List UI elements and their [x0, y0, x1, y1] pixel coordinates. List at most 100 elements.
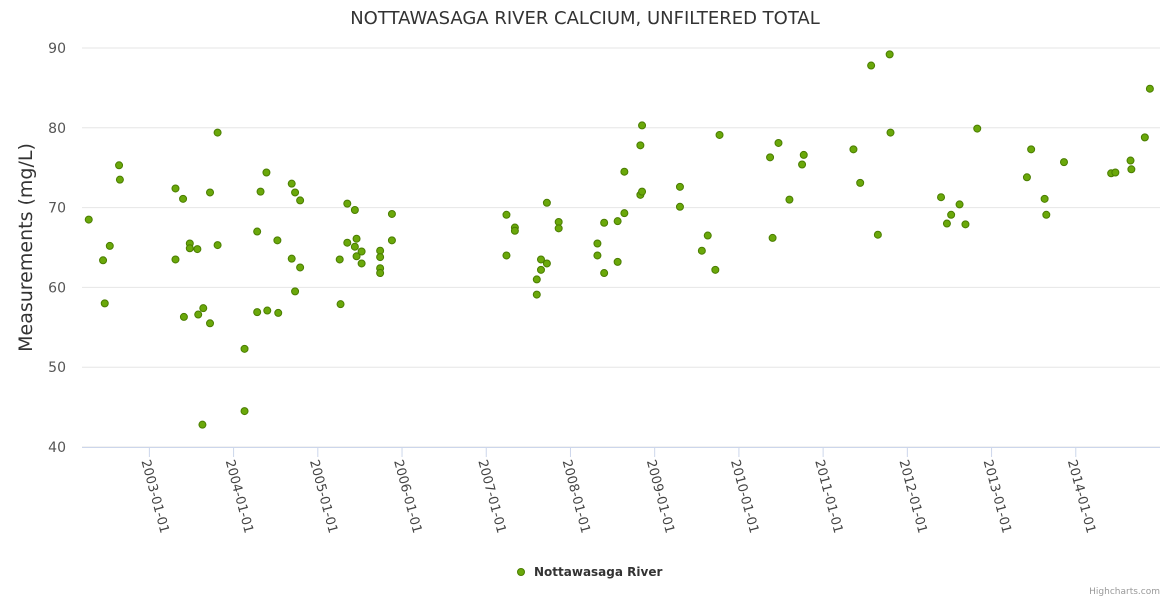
data-point[interactable]: [961, 220, 970, 229]
data-point[interactable]: [873, 230, 882, 239]
data-point[interactable]: [532, 290, 541, 299]
data-point[interactable]: [105, 241, 114, 250]
data-point[interactable]: [291, 287, 300, 296]
data-point[interactable]: [675, 202, 684, 211]
data-point[interactable]: [253, 227, 262, 236]
data-point[interactable]: [885, 50, 894, 59]
data-point[interactable]: [613, 257, 622, 266]
data-point[interactable]: [502, 210, 511, 219]
data-point[interactable]: [352, 234, 361, 243]
data-point[interactable]: [115, 175, 124, 184]
data-point[interactable]: [849, 145, 858, 154]
data-point[interactable]: [638, 121, 647, 130]
data-point[interactable]: [1140, 133, 1149, 142]
data-point[interactable]: [613, 217, 622, 226]
data-point[interactable]: [1022, 173, 1031, 182]
data-point[interactable]: [554, 224, 563, 233]
data-point[interactable]: [785, 195, 794, 204]
data-point[interactable]: [937, 193, 946, 202]
data-point[interactable]: [955, 200, 964, 209]
data-point[interactable]: [240, 344, 249, 353]
data-point[interactable]: [856, 178, 865, 187]
data-point[interactable]: [947, 210, 956, 219]
legend-item-label[interactable]: Nottawasaga River: [534, 565, 662, 579]
legend[interactable]: Nottawasaga River: [517, 565, 663, 579]
data-point[interactable]: [536, 265, 545, 274]
data-point[interactable]: [502, 251, 511, 260]
data-point[interactable]: [600, 269, 609, 278]
data-point[interactable]: [274, 308, 283, 317]
data-point[interactable]: [206, 319, 215, 328]
data-point[interactable]: [593, 251, 602, 260]
data-point[interactable]: [291, 188, 300, 197]
data-point[interactable]: [376, 253, 385, 262]
data-point[interactable]: [1145, 84, 1154, 93]
data-point[interactable]: [620, 167, 629, 176]
data-point[interactable]: [703, 231, 712, 240]
data-point[interactable]: [1127, 165, 1136, 174]
data-point[interactable]: [1059, 158, 1068, 167]
data-point[interactable]: [357, 259, 366, 268]
data-point[interactable]: [171, 255, 180, 264]
data-point[interactable]: [100, 299, 109, 308]
data-point[interactable]: [343, 199, 352, 208]
data-point[interactable]: [350, 205, 359, 214]
data-point[interactable]: [697, 246, 706, 255]
data-point[interactable]: [115, 161, 124, 170]
data-point[interactable]: [179, 312, 188, 321]
data-point[interactable]: [593, 239, 602, 248]
data-point[interactable]: [262, 168, 271, 177]
data-point[interactable]: [199, 304, 208, 313]
data-point[interactable]: [867, 61, 876, 70]
data-point[interactable]: [350, 242, 359, 251]
data-point[interactable]: [542, 259, 551, 268]
data-point[interactable]: [335, 255, 344, 264]
data-point[interactable]: [179, 194, 188, 203]
data-point[interactable]: [942, 219, 951, 228]
data-point[interactable]: [256, 187, 265, 196]
data-point[interactable]: [1042, 210, 1051, 219]
data-point[interactable]: [185, 244, 194, 253]
data-point[interactable]: [973, 124, 982, 133]
data-point[interactable]: [273, 236, 282, 245]
data-point[interactable]: [194, 310, 203, 319]
data-point[interactable]: [620, 209, 629, 218]
data-point[interactable]: [357, 247, 366, 256]
data-point[interactable]: [1040, 194, 1049, 203]
data-point[interactable]: [1126, 156, 1135, 165]
data-point[interactable]: [296, 263, 305, 272]
data-point[interactable]: [287, 254, 296, 263]
data-point[interactable]: [600, 218, 609, 227]
data-point[interactable]: [206, 188, 215, 197]
data-point[interactable]: [675, 182, 684, 191]
data-point[interactable]: [376, 269, 385, 278]
data-point[interactable]: [198, 420, 207, 429]
data-point[interactable]: [774, 138, 783, 147]
data-point[interactable]: [213, 241, 222, 250]
data-point[interactable]: [798, 160, 807, 169]
data-point[interactable]: [636, 141, 645, 150]
data-point[interactable]: [213, 128, 222, 137]
data-point[interactable]: [343, 238, 352, 247]
data-point[interactable]: [886, 128, 895, 137]
data-point[interactable]: [287, 179, 296, 188]
data-point[interactable]: [1111, 168, 1120, 177]
data-point[interactable]: [99, 256, 108, 265]
data-point[interactable]: [711, 265, 720, 274]
data-point[interactable]: [510, 226, 519, 235]
data-point[interactable]: [799, 150, 808, 159]
data-point[interactable]: [715, 130, 724, 139]
data-point[interactable]: [638, 187, 647, 196]
data-point[interactable]: [253, 308, 262, 317]
data-point[interactable]: [387, 209, 396, 218]
data-point[interactable]: [768, 233, 777, 242]
data-point[interactable]: [387, 236, 396, 245]
data-point[interactable]: [296, 196, 305, 205]
data-point[interactable]: [542, 198, 551, 207]
data-point[interactable]: [193, 245, 202, 254]
data-point[interactable]: [532, 275, 541, 284]
data-point[interactable]: [171, 184, 180, 193]
data-point[interactable]: [336, 300, 345, 309]
data-point[interactable]: [84, 215, 93, 224]
data-point[interactable]: [536, 255, 545, 264]
